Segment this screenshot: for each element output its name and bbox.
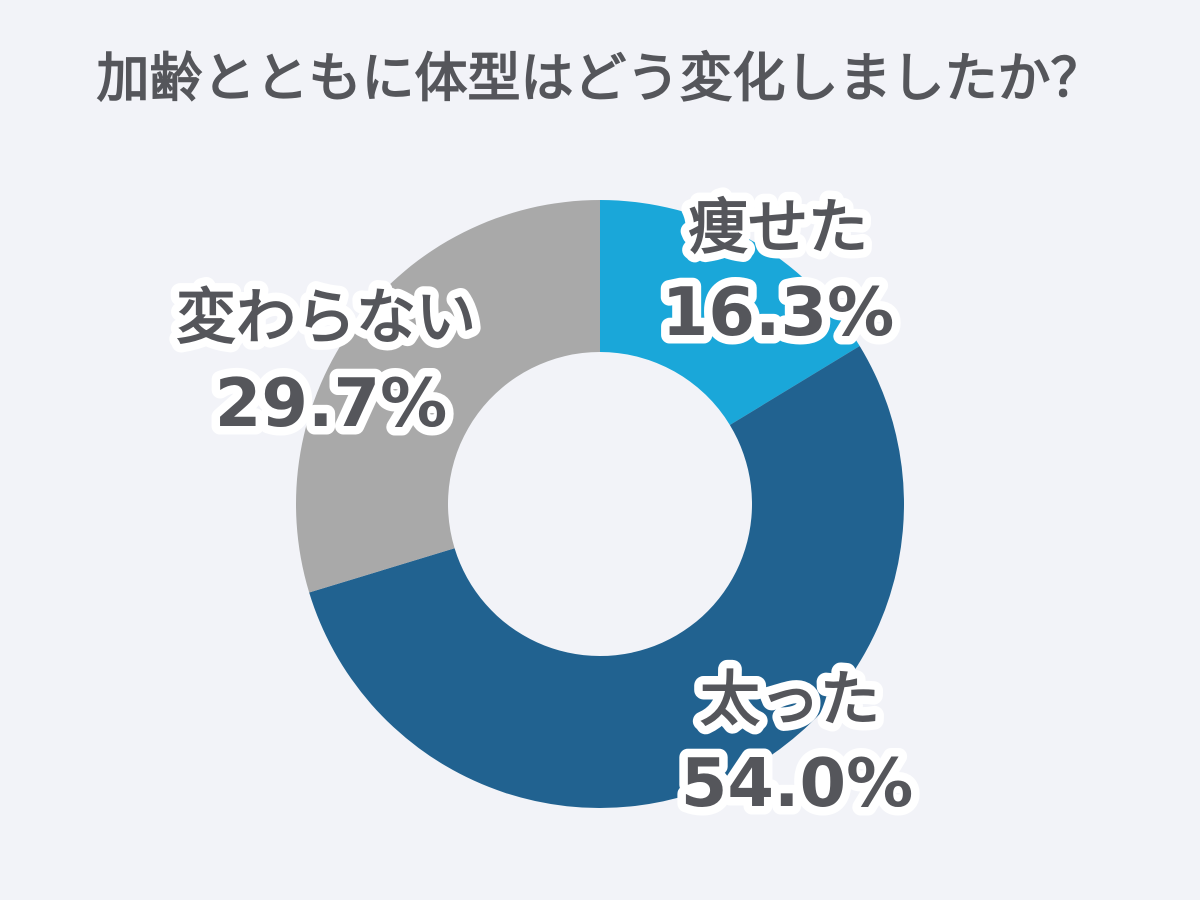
segment-name-label: 太った [700, 665, 880, 735]
donut-segment-2 [296, 200, 600, 593]
chart-title: 加齢とともに体型はどう変化しましたか？ [96, 48, 1104, 109]
segment-name-label: 変わらない [176, 283, 476, 353]
segment-pct-label: 16.3% [662, 273, 894, 351]
segment-pct-label: 54.0% [681, 744, 913, 822]
donut-segment-1 [309, 345, 904, 808]
segment-pct-label: 29.7% [215, 364, 447, 442]
segment-name-label: 痩せた [688, 193, 868, 263]
donut-segment-0 [600, 200, 860, 425]
